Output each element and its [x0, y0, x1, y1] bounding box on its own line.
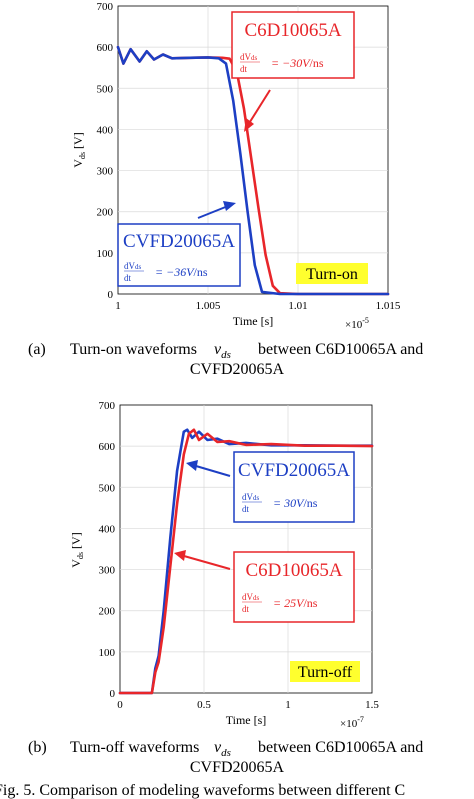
caption-b-label: (b) — [28, 739, 47, 756]
y-tick-label: 100 — [99, 647, 116, 659]
series-turn-off — [118, 428, 374, 695]
caption-a-line2: CVFD20065A — [190, 361, 285, 378]
y-tick-label: 500 — [99, 482, 116, 494]
arrow-c6d-turn-off — [183, 555, 231, 570]
caption-a-label: (a) — [28, 341, 46, 358]
xlabel-turn-off: Time [s] — [226, 713, 267, 727]
y-tick-label: 100 — [97, 248, 114, 260]
arrow-cvfd-turn-off — [195, 465, 231, 477]
caption-a-var: vds — [214, 341, 231, 361]
x-exponent-turn-off: ×10-7 — [340, 715, 364, 730]
x-tick-label: 0.5 — [197, 699, 211, 711]
annotation-eq-cvfd-turn-off: dVds dt = 30V/ns — [242, 489, 318, 515]
x-tick-label: 1.005 — [196, 300, 221, 312]
chart-turn-off: 0 100 200 300 400 500 600 700 0 0.5 1 1.5 Vds [V] T… — [69, 400, 379, 730]
y-tick-label: 200 — [97, 207, 114, 219]
y-tick-label: 300 — [97, 166, 114, 178]
y-tick-label: 600 — [99, 441, 116, 453]
annotation-device-cvfd-turn-off: CVFD20065A — [238, 460, 350, 481]
y-tick-label: 600 — [97, 42, 114, 54]
caption-b-line1b: between C6D10065A and — [258, 739, 423, 756]
annotation-eq-c6d-turn-off: dVds dt = 25V/ns — [242, 589, 318, 615]
series-line-cvfd20065a — [116, 45, 390, 296]
caption-a-line1b: between C6D10065A and — [258, 341, 423, 358]
ticks-turn-off: 0 100 200 300 400 500 600 700 0 0.5 1 1.5 — [99, 400, 380, 711]
arrow-cvfd-turn-on — [197, 205, 229, 219]
annotation-eq-c6d-turn-on: dVds dt = −30V/ns — [240, 49, 324, 75]
x-tick-label: 1.5 — [365, 699, 379, 711]
annotation-box-c6d-turn-on — [231, 11, 355, 79]
badge-turn-on-bg — [296, 263, 368, 284]
x-tick-label: 1 — [115, 300, 121, 312]
series-turn-on — [116, 45, 390, 296]
caption-b-line1: Turn-off waveforms — [70, 739, 199, 756]
ylabel-turn-off: Vds [V] — [69, 532, 85, 567]
annotation-box-cvfd-turn-off — [233, 451, 355, 523]
arrowhead-c6d-turn-on — [244, 118, 254, 132]
x-tick-label: 1.01 — [288, 300, 307, 312]
arrowhead-c6d-turn-off — [174, 550, 186, 561]
x-tick-label: 0 — [117, 699, 123, 711]
x-tick-label: 1 — [285, 699, 291, 711]
series-line-c6d10065a — [118, 428, 374, 695]
y-tick-label: 200 — [99, 606, 116, 618]
y-tick-label: 0 — [108, 289, 114, 301]
caption-a: (a) Turn-on waveforms vds between C6D100… — [28, 341, 423, 378]
y-tick-label: 400 — [97, 124, 114, 136]
y-tick-label: 0 — [110, 688, 116, 700]
figure-caption: Fig. 5. Comparison of modeling waveforms… — [0, 782, 405, 799]
y-tick-label: 500 — [97, 83, 114, 95]
badge-turn-off-bg — [290, 661, 360, 682]
annotation-device-c6d-turn-on: C6D10065A — [244, 20, 341, 41]
arrow-c6d-turn-on — [247, 89, 271, 126]
y-tick-label: 400 — [99, 523, 116, 535]
caption-a-line1: Turn-on waveforms — [70, 341, 197, 358]
annotation-box-cvfd-turn-on — [117, 223, 241, 287]
annotation-device-cvfd-turn-on: CVFD20065A — [123, 231, 235, 252]
x-exponent-turn-on: ×10-5 — [345, 316, 369, 331]
y-tick-label: 700 — [99, 400, 116, 412]
chart-turn-on: 0 100 200 300 400 500 600 700 1 1.005 1.01 1.015 Vd… — [71, 1, 401, 331]
ylabel-turn-on: Vds [V] — [71, 132, 87, 167]
plot-area-turn-off — [119, 404, 373, 694]
annotation-box-c6d-turn-off — [233, 551, 355, 623]
caption-b-line2: CVFD20065A — [190, 759, 285, 776]
x-tick-label: 1.015 — [376, 300, 401, 312]
y-tick-label: 700 — [97, 1, 114, 13]
y-tick-label: 300 — [99, 565, 116, 577]
caption-b: (b) Turn-off waveforms vds between C6D10… — [28, 739, 423, 776]
ticks-turn-on: 0 100 200 300 400 500 600 700 1 1.005 1.01 1.015 — [97, 1, 401, 312]
badge-turn-on: Turn-on — [306, 266, 358, 283]
badge-turn-off: Turn-off — [298, 664, 353, 681]
caption-b-var: vds — [214, 739, 231, 759]
annotation-device-c6d-turn-off: C6D10065A — [245, 560, 342, 581]
arrowhead-cvfd-turn-off — [186, 460, 198, 471]
xlabel-turn-on: Time [s] — [233, 314, 274, 328]
arrowhead-cvfd-turn-on — [223, 201, 236, 211]
annotation-eq-cvfd-turn-on: dVds dt = −36V/ns — [124, 258, 208, 284]
